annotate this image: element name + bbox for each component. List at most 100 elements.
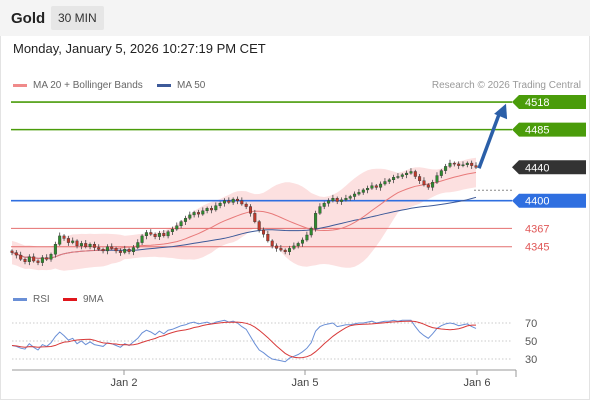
legend-rsi: RSI	[13, 294, 50, 305]
candle-body	[45, 257, 49, 260]
x-tick-label-Jan 2: Jan 2	[111, 377, 138, 389]
ma50-label: MA 50	[177, 80, 206, 91]
rsi-swatch	[13, 298, 27, 301]
forecast-arrow-shaft	[477, 111, 502, 169]
candle-body	[162, 233, 166, 237]
chart-datetime: Monday, January 5, 2026 10:27:19 PM CET	[13, 41, 266, 56]
candle-body	[331, 197, 335, 201]
candle-body	[452, 162, 456, 165]
candle-body	[209, 208, 213, 211]
candle-body	[92, 243, 96, 248]
candle-body	[19, 254, 23, 260]
candle-body	[374, 185, 378, 188]
credit-text: Research © 2026 Trading Central	[431, 80, 581, 91]
ma50-swatch	[157, 84, 171, 87]
candle-body	[222, 200, 226, 204]
level-label-4440: 4440	[525, 162, 549, 174]
candle-body	[270, 240, 274, 247]
candle-body	[353, 193, 357, 197]
candle-body	[140, 235, 144, 243]
rsi-tick-70: 70	[525, 318, 537, 330]
9ma-label: 9MA	[83, 294, 104, 305]
candle-body	[105, 246, 109, 252]
candle-body	[366, 187, 370, 191]
candle-body	[27, 256, 31, 262]
candle-body	[444, 166, 448, 171]
level-label-4485: 4485	[525, 125, 549, 137]
candle-body	[40, 257, 44, 263]
candle-body	[62, 235, 66, 239]
candle-body	[348, 196, 352, 199]
level-tag-4518	[512, 95, 586, 110]
candle-body	[218, 202, 222, 206]
candle-body	[166, 231, 170, 237]
9ma-swatch	[63, 298, 77, 301]
candle-body	[335, 197, 339, 202]
level-tag-4440	[512, 160, 586, 175]
level-tag-4485	[512, 122, 586, 137]
candle-body	[53, 243, 57, 255]
bollinger-band	[12, 157, 476, 271]
candle-body	[257, 221, 261, 231]
candle-body	[405, 172, 409, 176]
candle-body	[448, 162, 452, 167]
candle-body	[175, 225, 179, 230]
candle-body	[231, 198, 235, 203]
candle-body	[144, 232, 148, 236]
ma20-line	[11, 172, 477, 259]
candle-body	[396, 176, 400, 178]
candle-body	[370, 185, 374, 189]
candle-body	[227, 200, 231, 203]
legend-ma50: MA 50	[157, 80, 205, 91]
candle-body	[110, 246, 114, 249]
rsi-tick-50: 50	[525, 336, 537, 348]
candle-body	[118, 250, 122, 253]
candle-body	[136, 242, 140, 248]
candle-body	[426, 184, 430, 188]
rsi-line	[11, 319, 477, 363]
level-label-4518: 4518	[525, 97, 549, 109]
candle-body	[383, 181, 387, 185]
candle-body	[183, 218, 187, 222]
candle-body	[327, 200, 331, 204]
legend-ma20: MA 20 + Bollinger Bands	[13, 80, 143, 91]
candle-body	[196, 212, 200, 215]
candle-body	[235, 198, 239, 202]
candle-body	[248, 206, 252, 214]
legend-9ma: 9MA	[63, 294, 104, 305]
candle-body	[292, 245, 296, 249]
candle-body	[400, 174, 404, 177]
candle-body	[101, 248, 105, 252]
candle-body	[283, 249, 287, 253]
candle-body	[88, 243, 92, 247]
x-tick-label-Jan 6: Jan 6	[464, 377, 491, 389]
candle-body	[392, 177, 396, 181]
candle-body	[123, 248, 127, 253]
chart-header: Gold 30 MIN	[0, 0, 590, 36]
candle-body	[457, 163, 461, 166]
candle-body	[470, 162, 474, 166]
candle-body	[114, 248, 118, 252]
candle-body	[314, 213, 318, 229]
timeframe-button[interactable]: 30 MIN	[51, 6, 104, 30]
ma20-label: MA 20 + Bollinger Bands	[33, 80, 143, 91]
candle-body	[201, 210, 205, 215]
candle-body	[153, 233, 157, 237]
candle-body	[32, 256, 36, 262]
candle-body	[279, 248, 283, 251]
candle-body	[23, 259, 27, 262]
candle-body	[357, 192, 361, 195]
candle-body	[253, 213, 257, 222]
candle-body	[340, 199, 344, 202]
candle-body	[418, 176, 422, 181]
candle-body	[192, 212, 196, 216]
candle-body	[49, 254, 53, 260]
candle-body	[409, 171, 413, 174]
candle-body	[240, 200, 244, 205]
candle-body	[305, 234, 309, 241]
candle-body	[10, 250, 14, 253]
x-tick-label-Jan 5: Jan 5	[292, 377, 319, 389]
candle-body	[275, 245, 279, 249]
candle-body	[84, 243, 88, 247]
